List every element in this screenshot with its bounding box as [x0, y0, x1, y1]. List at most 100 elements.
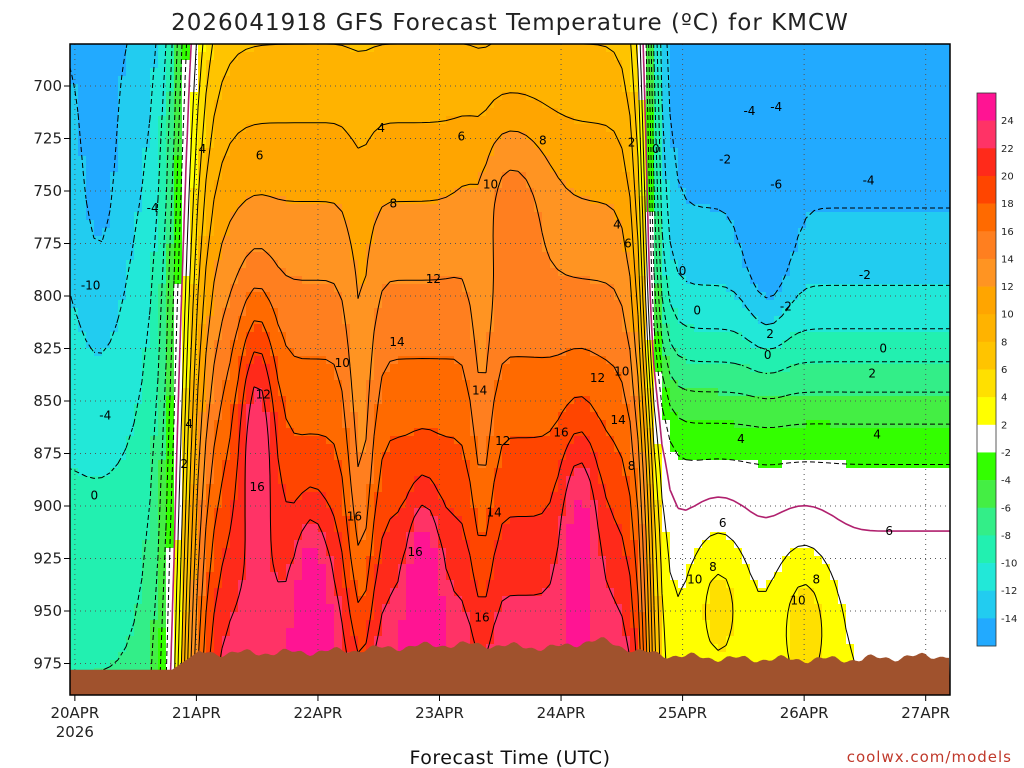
temperature-cell	[86, 268, 95, 277]
temperature-cell	[894, 84, 903, 93]
temperature-cell	[86, 132, 95, 141]
temperature-cell	[158, 372, 167, 381]
temperature-cell	[246, 396, 255, 405]
temperature-cell	[702, 396, 711, 405]
temperature-cell	[614, 300, 623, 309]
temperature-cell	[934, 156, 943, 165]
temperature-cell	[606, 252, 615, 261]
temperature-cell	[414, 308, 423, 317]
temperature-cell	[518, 52, 527, 61]
temperature-cell	[614, 356, 623, 365]
temperature-cell	[478, 284, 487, 293]
temperature-cell	[406, 332, 415, 341]
temperature-cell	[862, 300, 871, 309]
temperature-cell	[270, 324, 279, 333]
temperature-cell	[918, 84, 927, 93]
temperature-cell	[86, 380, 95, 389]
temperature-cell	[286, 188, 295, 197]
temperature-cell	[662, 364, 671, 373]
temperature-cell	[638, 164, 647, 173]
temperature-cell	[566, 284, 575, 293]
temperature-cell	[942, 132, 950, 141]
temperature-cell	[542, 300, 551, 309]
temperature-cell	[838, 340, 847, 349]
temperature-cell	[742, 108, 751, 117]
temperature-cell	[166, 196, 175, 205]
temperature-cell	[142, 340, 151, 349]
temperature-cell	[270, 340, 279, 349]
temperature-cell	[926, 44, 935, 53]
temperature-cell	[662, 156, 671, 165]
temperature-cell	[846, 84, 855, 93]
temperature-cell	[422, 380, 431, 389]
temperature-cell	[774, 244, 783, 253]
temperature-cell	[94, 404, 103, 413]
temperature-cell	[870, 196, 879, 205]
temperature-cell	[550, 244, 559, 253]
temperature-cell	[166, 188, 175, 197]
temperature-cell	[118, 404, 127, 413]
temperature-cell	[454, 396, 463, 405]
temperature-cell	[326, 396, 335, 405]
temperature-cell	[566, 308, 575, 317]
temperature-cell	[822, 276, 831, 285]
temperature-cell	[382, 404, 391, 413]
temperature-cell	[558, 228, 567, 237]
temperature-cell	[182, 324, 191, 333]
temperature-cell	[326, 244, 335, 253]
temperature-cell	[870, 124, 879, 133]
temperature-cell	[142, 268, 151, 277]
temperature-cell	[134, 124, 143, 133]
temperature-cell	[374, 252, 383, 261]
temperature-cell	[838, 156, 847, 165]
temperature-cell	[742, 356, 751, 365]
temperature-cell	[286, 388, 295, 397]
temperature-cell	[470, 76, 479, 85]
temperature-cell	[670, 92, 679, 101]
temperature-cell	[630, 348, 639, 357]
temperature-cell	[742, 348, 751, 357]
temperature-cell	[902, 148, 911, 157]
temperature-cell	[934, 220, 943, 229]
temperature-cell	[222, 364, 231, 373]
temperature-cell	[126, 196, 135, 205]
temperature-cell	[662, 140, 671, 149]
temperature-cell	[630, 156, 639, 165]
temperature-cell	[630, 324, 639, 333]
temperature-cell	[798, 172, 807, 181]
temperature-cell	[886, 180, 895, 189]
temperature-cell	[878, 284, 887, 293]
temperature-cell	[734, 316, 743, 325]
temperature-cell	[494, 196, 503, 205]
temperature-cell	[294, 220, 303, 229]
temperature-cell	[830, 268, 839, 277]
temperature-cell	[142, 396, 151, 405]
temperature-cell	[390, 196, 399, 205]
temperature-cell	[358, 380, 367, 389]
temperature-cell	[854, 364, 863, 373]
temperature-cell	[694, 332, 703, 341]
temperature-cell	[142, 188, 151, 197]
temperature-cell	[374, 332, 383, 341]
temperature-cell	[534, 276, 543, 285]
temperature-cell	[134, 220, 143, 229]
temperature-cell	[430, 300, 439, 309]
temperature-cell	[926, 188, 935, 197]
temperature-cell	[286, 84, 295, 93]
temperature-cell	[782, 76, 791, 85]
temperature-cell	[414, 188, 423, 197]
temperature-cell	[150, 380, 159, 389]
temperature-cell	[870, 300, 879, 309]
temperature-cell	[878, 164, 887, 173]
temperature-cell	[926, 172, 935, 181]
temperature-cell	[438, 332, 447, 341]
temperature-cell	[894, 308, 903, 317]
temperature-cell	[102, 332, 111, 341]
temperature-cell	[342, 332, 351, 341]
temperature-cell	[918, 180, 927, 189]
temperature-cell	[502, 60, 511, 69]
temperature-cell	[134, 68, 143, 77]
temperature-cell	[894, 284, 903, 293]
temperature-cell	[630, 68, 639, 77]
temperature-cell	[574, 196, 583, 205]
